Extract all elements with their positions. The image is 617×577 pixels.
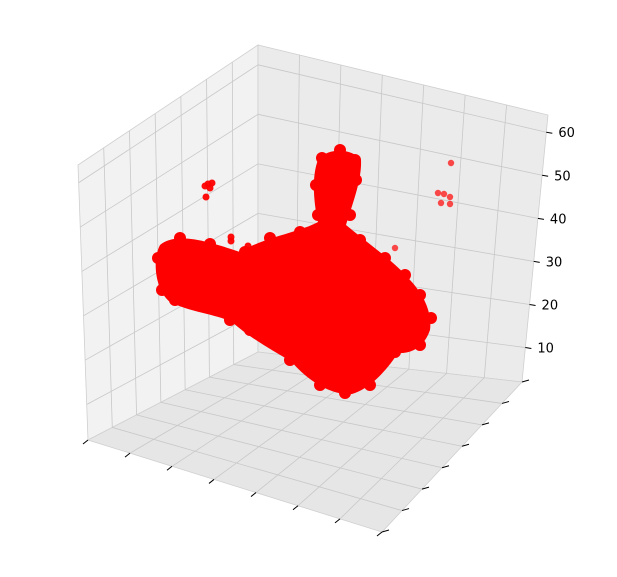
grid-line — [257, 163, 539, 219]
scatter-point — [414, 289, 426, 301]
scatter-point — [312, 209, 324, 221]
grid-line — [446, 94, 466, 374]
z-tick — [537, 217, 545, 220]
z-tick — [546, 131, 553, 134]
scatter-point — [434, 189, 442, 197]
grid-line — [257, 212, 534, 262]
grid-line — [209, 376, 483, 426]
scatter-point — [244, 242, 252, 250]
z-tick-label-50: 50 — [554, 169, 571, 184]
scatter-point — [227, 237, 235, 245]
grid-line — [112, 427, 403, 511]
x-tick — [376, 531, 383, 537]
scatter-point — [339, 387, 351, 399]
scatter-point — [358, 236, 366, 244]
z-tick — [529, 303, 536, 306]
scatter-point — [446, 200, 454, 208]
scatter-point — [344, 209, 356, 221]
grid-line — [86, 312, 259, 405]
scatter-points — [152, 144, 455, 399]
scatter-point — [152, 252, 164, 264]
x-tick — [292, 505, 299, 511]
scatter-point — [310, 179, 322, 191]
grid-line — [160, 401, 443, 469]
scatter-point — [294, 226, 306, 238]
grid-line — [103, 147, 113, 428]
scatter-point — [314, 379, 326, 391]
scatter-point — [224, 314, 236, 326]
scatter-point — [316, 152, 328, 164]
grid-line — [129, 130, 137, 415]
grid-line — [136, 414, 423, 490]
grid-line — [339, 377, 485, 520]
scatter-point — [169, 294, 181, 306]
scatter-point — [264, 232, 276, 244]
grid-line — [206, 79, 210, 378]
y-tick — [381, 529, 390, 533]
y-tick — [401, 508, 410, 512]
grid-line — [81, 163, 259, 272]
scatter-point — [446, 193, 454, 201]
x-tick — [250, 492, 257, 497]
z-tick-label-40: 40 — [550, 212, 567, 227]
grid-line — [129, 355, 296, 454]
scatter-point — [379, 252, 391, 264]
z-tick — [525, 347, 532, 350]
y-tick — [501, 400, 510, 404]
scatter-point — [414, 339, 426, 351]
scatter-point — [391, 244, 399, 252]
z-tick-label-20: 20 — [542, 298, 559, 313]
scatter-point — [399, 269, 411, 281]
z-tick-label-30: 30 — [546, 255, 563, 270]
scatter-point — [204, 238, 216, 250]
scatter-point — [174, 232, 186, 244]
x-tick — [208, 479, 215, 484]
scatter-point — [349, 154, 361, 166]
x-tick — [166, 465, 173, 471]
scatter-point — [202, 193, 210, 201]
grid-line — [257, 64, 547, 133]
scatter-point — [156, 284, 168, 296]
x-tick — [334, 518, 341, 524]
z-tick-labels: 10 20 30 40 50 60 — [537, 126, 575, 356]
scatter-point — [206, 184, 214, 192]
grid-line — [255, 368, 410, 493]
scatter-point — [284, 354, 296, 366]
scatter-point — [389, 346, 401, 358]
grid-line — [257, 113, 543, 176]
y-tick — [441, 465, 450, 469]
grid-line — [171, 360, 334, 467]
scatter-point — [350, 174, 362, 186]
tick-marks — [82, 379, 530, 537]
z-tick-label-10: 10 — [537, 342, 554, 357]
grid-line — [483, 104, 507, 378]
scatter-point — [194, 299, 206, 311]
scatter-point — [437, 199, 445, 207]
scatter-point — [425, 312, 437, 324]
scatter-point — [364, 379, 376, 391]
point-cloud — [155, 150, 431, 395]
scatter-point — [244, 324, 256, 336]
z-tick-label-60: 60 — [558, 126, 575, 141]
z-tick — [533, 260, 540, 263]
z-tick — [542, 174, 549, 177]
grid-line — [185, 389, 463, 447]
y-tick — [421, 486, 430, 490]
scatter-point — [440, 190, 448, 198]
grid-line — [80, 113, 259, 228]
y-tick — [461, 443, 470, 447]
y-tick — [521, 379, 530, 383]
x-tick — [124, 452, 131, 458]
scatter-point — [334, 144, 346, 156]
grid-line — [297, 373, 447, 507]
y-tick — [481, 422, 490, 426]
grid-line — [78, 64, 259, 184]
x-tick — [82, 439, 89, 445]
scatter-point — [447, 159, 455, 167]
